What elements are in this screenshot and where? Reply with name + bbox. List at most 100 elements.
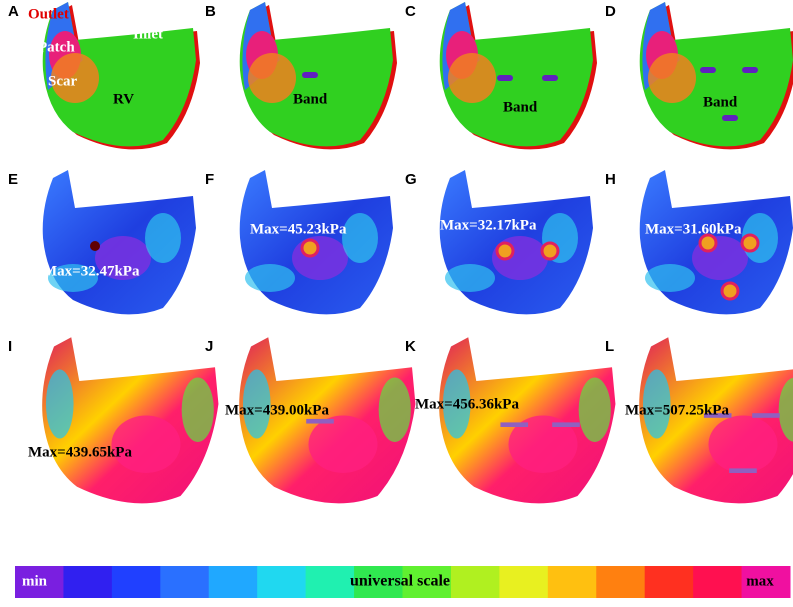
panel: J Max=439.00kPa <box>205 337 416 504</box>
panel-label: K <box>405 338 416 355</box>
region <box>181 377 214 442</box>
panel-label: A <box>8 3 19 20</box>
scale-block <box>63 566 113 598</box>
heart-model <box>239 2 397 150</box>
annotation: Band <box>293 91 328 107</box>
panel: L Max=507.25kPa <box>605 337 793 504</box>
band <box>722 115 738 121</box>
scale-block <box>305 566 355 598</box>
heart-model <box>239 170 393 315</box>
hotspot <box>698 233 718 253</box>
ventricle <box>42 2 196 147</box>
region <box>145 213 181 263</box>
panel: E Max=32.47kPa <box>8 170 196 315</box>
panel-label: L <box>605 338 614 355</box>
heart-model <box>639 337 793 504</box>
scale-label: universal scale <box>350 573 450 590</box>
panel-label: G <box>405 171 417 188</box>
ventricle <box>639 2 793 147</box>
region <box>442 369 471 439</box>
scale-block <box>450 566 500 598</box>
panel-label: D <box>605 3 616 20</box>
hotspot <box>720 281 740 301</box>
region <box>708 415 778 473</box>
heart-model <box>639 2 793 150</box>
scale-block <box>644 566 694 598</box>
region <box>245 264 295 292</box>
color-scale <box>15 566 791 598</box>
panel-label: H <box>605 171 616 188</box>
annotation: Max=439.65kPa <box>28 444 132 460</box>
panel: A Outlet Patch Scar Inlet RV <box>8 2 200 150</box>
region <box>242 369 271 439</box>
band <box>500 422 529 427</box>
region <box>95 236 151 280</box>
scar <box>248 53 296 103</box>
band <box>552 422 580 427</box>
annotation: Max=507.25kPa <box>625 402 729 418</box>
region <box>342 213 378 263</box>
annotation: Band <box>703 94 738 110</box>
panel: B Band <box>205 2 397 150</box>
scale-block <box>354 566 403 598</box>
annotation: Max=31.60kPa <box>645 221 742 237</box>
scale-block <box>111 566 161 598</box>
scale-block <box>208 566 258 598</box>
region <box>642 369 671 439</box>
panel: C Band <box>405 2 597 150</box>
scar <box>51 53 99 103</box>
annotation: Band <box>503 99 538 115</box>
hotspot <box>495 241 515 261</box>
panel: D Band <box>605 2 793 150</box>
region <box>292 236 348 280</box>
region <box>308 415 378 473</box>
panel: I Max=439.65kPa <box>8 337 219 504</box>
panel-label: B <box>205 3 216 20</box>
scale-block <box>15 566 64 598</box>
scale-block <box>596 566 646 598</box>
heart-model <box>42 2 200 150</box>
band <box>729 468 757 473</box>
heart-model <box>639 170 793 315</box>
panel-label: I <box>8 338 12 355</box>
annotation: Max=45.23kPa <box>250 221 347 237</box>
scar <box>448 53 496 103</box>
ventricle <box>439 2 593 147</box>
annotation: Inlet <box>133 26 163 42</box>
region <box>45 369 74 439</box>
band <box>703 413 732 418</box>
scale-min: min <box>22 573 48 589</box>
hotspot <box>300 238 320 258</box>
annotation: Max=32.47kPa <box>43 263 140 279</box>
scale-block <box>402 566 452 598</box>
annotation: Max=456.36kPa <box>415 396 519 412</box>
heart-model <box>239 337 416 504</box>
annotation: Max=439.00kPa <box>225 402 329 418</box>
region <box>778 377 793 442</box>
heart-model <box>439 170 593 315</box>
hotspot <box>540 241 560 261</box>
band <box>306 418 334 424</box>
scale-block <box>499 566 549 598</box>
band <box>752 413 780 418</box>
annotation: Outlet <box>28 6 69 22</box>
annotation: Scar <box>48 73 78 89</box>
band <box>302 72 318 78</box>
heart-model <box>439 337 616 504</box>
panel-label: J <box>205 338 213 355</box>
region <box>645 264 695 292</box>
panel-label: F <box>205 171 214 188</box>
band <box>742 67 758 73</box>
annotation: RV <box>113 91 134 107</box>
region <box>111 415 181 473</box>
scale-block <box>693 566 743 598</box>
heart-model <box>42 170 196 315</box>
band <box>542 75 558 81</box>
region <box>578 377 611 442</box>
panel-label: E <box>8 171 18 188</box>
heart-model <box>439 2 597 150</box>
annotation: Patch <box>38 39 75 55</box>
panel: G Max=32.17kPa <box>405 170 593 315</box>
scar <box>648 53 696 103</box>
